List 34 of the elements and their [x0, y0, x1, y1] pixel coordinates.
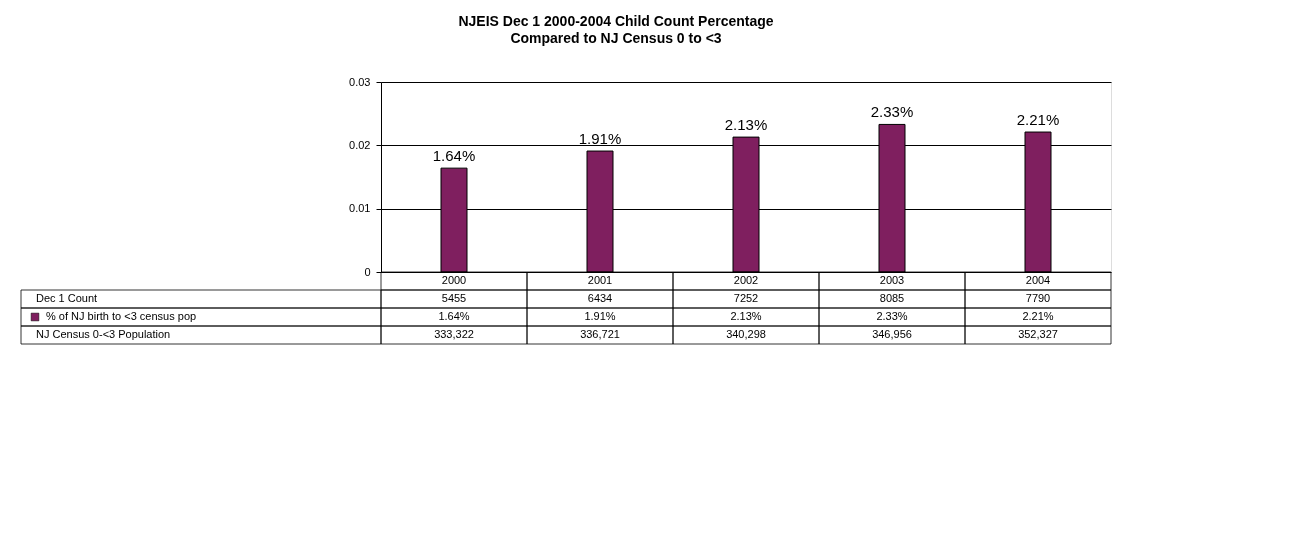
chart-subtitle: Compared to NJ Census 0 to <3	[510, 30, 722, 46]
text: NJ Census 0-<3 Population	[36, 328, 171, 340]
text: 336,721	[580, 328, 620, 340]
text: 340,298	[726, 328, 766, 340]
text: Dec 1 Count	[36, 292, 98, 304]
text: 2.13%	[724, 116, 768, 134]
data-label: 2.13%	[730, 310, 762, 322]
data-label: 2.21%	[1022, 310, 1054, 322]
text: 1.64%	[432, 147, 476, 165]
data-label: 1.91%	[584, 310, 616, 322]
y-tick-label: 0.03	[349, 75, 371, 88]
text: 346,956	[872, 328, 912, 340]
chart-title: NJEIS Dec 1 2000-2004 Child Count Percentage	[458, 13, 774, 29]
legend-label: % of NJ birth to <3 census pop	[46, 310, 197, 322]
y-tick-label: 0.02	[349, 138, 371, 151]
text: 5455	[441, 292, 467, 304]
text: 1.91%	[578, 130, 622, 148]
text: 352,327	[1018, 328, 1058, 340]
text: 333,322	[434, 328, 474, 340]
text: 2.33%	[870, 103, 914, 121]
x-tick-label: 2003	[879, 274, 905, 286]
x-tick-label: 2001	[587, 274, 613, 286]
text: 7790	[1025, 292, 1051, 304]
y-tick-label: 0.01	[349, 202, 371, 215]
x-tick-label: 2002	[733, 274, 759, 286]
x-tick-label: 2000	[441, 274, 467, 286]
text: 7252	[733, 292, 759, 304]
text: 6434	[587, 292, 613, 304]
data-label: 1.64%	[438, 310, 470, 322]
data-label: 2.33%	[876, 310, 908, 322]
x-tick-label: 2004	[1025, 274, 1051, 286]
text: 2.21%	[1016, 111, 1060, 129]
y-tick-label: 0	[364, 265, 371, 278]
text: 8085	[879, 292, 905, 304]
